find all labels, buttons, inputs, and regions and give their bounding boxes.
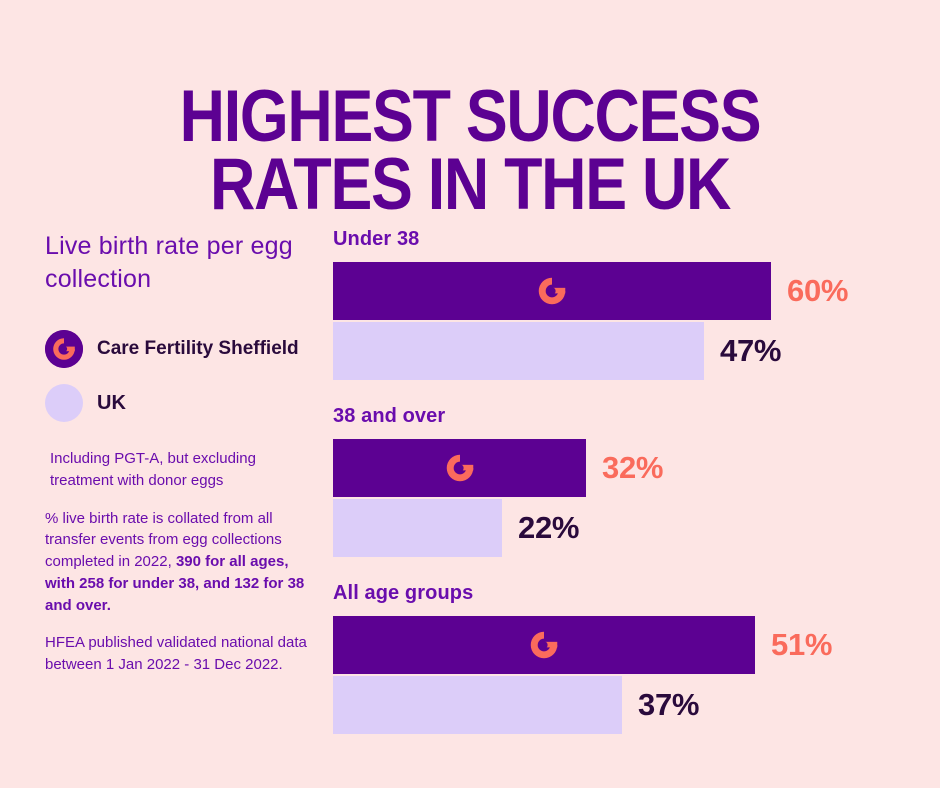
group-label-all-age-groups: All age groups [333, 582, 474, 604]
legend-label-uk: UK [97, 391, 126, 414]
bar-row-38-and-over-uk: 22% [333, 499, 933, 557]
bar-row-38-and-over-care: 32% [333, 439, 933, 497]
uk-swatch-icon [45, 384, 83, 422]
sidebar: Live birth rate per egg collection Care … [45, 230, 313, 692]
group-label-38-and-over: 38 and over [333, 405, 446, 427]
group-label-under-38: Under 38 [333, 228, 420, 250]
bar-all-age-groups-uk [333, 676, 622, 734]
page-title-line-1: HIGHEST SUCCESS [179, 75, 762, 157]
care-fertility-mark-icon [530, 631, 558, 659]
chart-group-all-age-groups: All age groups 51% 37% [333, 582, 933, 734]
bar-row-all-age-groups-uk: 37% [333, 676, 933, 734]
bar-under-38-uk [333, 322, 704, 380]
bar-38-and-over-care [333, 439, 586, 497]
note-collation-lead: % live birth rate is collated from all t… [45, 509, 282, 571]
value-38-and-over-care: 32% [602, 450, 664, 485]
note-pgta: Including PGT-A, but excluding treatment… [50, 450, 256, 489]
bar-row-under-38-care: 60% [333, 262, 933, 320]
note-hfea: HFEA published validated national data b… [45, 634, 307, 673]
sidebar-lead-heading: Live birth rate per egg collection [45, 232, 293, 293]
legend-label-care-fertility: Care Fertility Sheffield [97, 338, 299, 360]
value-under-38-uk: 47% [720, 333, 782, 368]
bar-row-under-38-uk: 47% [333, 322, 933, 380]
value-under-38-care: 60% [787, 273, 849, 308]
value-all-age-groups-care: 51% [771, 627, 833, 662]
bar-row-all-age-groups-care: 51% [333, 616, 933, 674]
note-collation-bold: 390 for all ages, with 258 for under 38,… [45, 553, 305, 614]
note-collation: % live birth rate is collated from all t… [45, 508, 313, 617]
bar-38-and-over-uk [333, 499, 502, 557]
care-fertility-mark-icon [538, 277, 566, 305]
value-all-age-groups-uk: 37% [638, 687, 700, 722]
chart-group-38-and-over: 38 and over 32% 22% [333, 405, 933, 557]
bar-under-38-care [333, 262, 771, 320]
page-title: HIGHEST SUCCESS RATES IN THE UK [66, 75, 874, 225]
care-fertility-mark-icon [446, 454, 473, 482]
bar-chart: Under 38 60% 47% 38 and over [333, 228, 933, 759]
care-fertility-logo-icon [45, 330, 83, 368]
page-title-line-2: RATES IN THE UK [209, 143, 731, 225]
legend-item-uk: UK [45, 384, 313, 422]
chart-group-under-38: Under 38 60% 47% [333, 228, 933, 380]
value-38-and-over-uk: 22% [518, 510, 580, 545]
bar-all-age-groups-care [333, 616, 755, 674]
legend-item-care-fertility: Care Fertility Sheffield [45, 330, 313, 368]
